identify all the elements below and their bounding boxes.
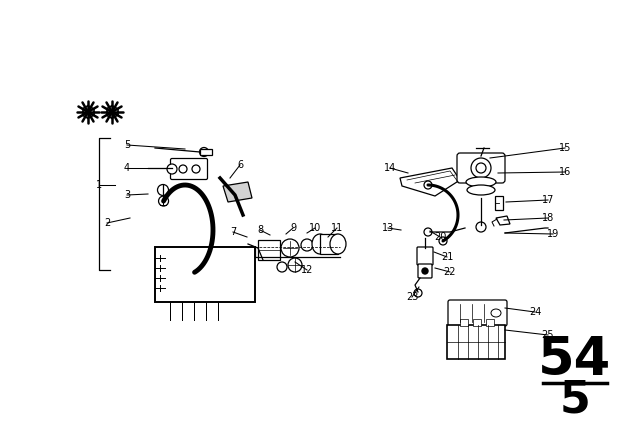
Circle shape bbox=[424, 181, 432, 189]
Text: 10: 10 bbox=[309, 223, 321, 233]
Text: 17: 17 bbox=[542, 195, 554, 205]
Circle shape bbox=[301, 239, 313, 251]
Text: 22: 22 bbox=[444, 267, 456, 277]
Text: 3: 3 bbox=[124, 190, 130, 200]
Circle shape bbox=[422, 268, 428, 274]
Circle shape bbox=[192, 165, 200, 173]
Text: 21: 21 bbox=[441, 252, 453, 262]
Circle shape bbox=[476, 222, 486, 232]
FancyBboxPatch shape bbox=[448, 300, 507, 326]
Ellipse shape bbox=[330, 234, 346, 254]
Text: 11: 11 bbox=[331, 223, 343, 233]
Bar bbox=[486, 319, 494, 326]
Text: 9: 9 bbox=[290, 223, 296, 233]
Bar bbox=[460, 319, 468, 326]
Text: 7: 7 bbox=[230, 227, 236, 237]
FancyBboxPatch shape bbox=[457, 153, 505, 183]
Bar bbox=[200, 149, 212, 155]
Polygon shape bbox=[223, 182, 252, 202]
Text: 25: 25 bbox=[541, 330, 554, 340]
Circle shape bbox=[200, 147, 209, 156]
Circle shape bbox=[281, 239, 299, 257]
Ellipse shape bbox=[491, 309, 501, 317]
Text: 13: 13 bbox=[382, 223, 394, 233]
Polygon shape bbox=[496, 216, 510, 225]
Bar bbox=[320, 234, 338, 254]
Circle shape bbox=[167, 164, 177, 174]
Circle shape bbox=[288, 258, 302, 272]
Bar bbox=[495, 196, 503, 210]
Text: 16: 16 bbox=[559, 167, 571, 177]
Circle shape bbox=[471, 158, 491, 178]
Text: 14: 14 bbox=[384, 163, 396, 173]
Circle shape bbox=[189, 267, 200, 277]
Circle shape bbox=[159, 196, 168, 206]
Text: 18: 18 bbox=[542, 213, 554, 223]
Polygon shape bbox=[400, 168, 460, 196]
FancyBboxPatch shape bbox=[417, 247, 433, 265]
FancyBboxPatch shape bbox=[155, 247, 255, 302]
Ellipse shape bbox=[467, 185, 495, 195]
Bar bbox=[258, 240, 280, 260]
Text: 15: 15 bbox=[559, 143, 571, 153]
Text: 20: 20 bbox=[434, 232, 446, 242]
FancyBboxPatch shape bbox=[170, 159, 207, 180]
Text: 8: 8 bbox=[257, 225, 263, 235]
Text: 5: 5 bbox=[124, 140, 130, 150]
FancyBboxPatch shape bbox=[447, 325, 505, 359]
Circle shape bbox=[277, 262, 287, 272]
Text: 19: 19 bbox=[547, 229, 559, 239]
Text: 2: 2 bbox=[104, 218, 110, 228]
Ellipse shape bbox=[312, 234, 328, 254]
Text: 1: 1 bbox=[96, 180, 102, 190]
Circle shape bbox=[476, 163, 486, 173]
Circle shape bbox=[439, 237, 447, 245]
Circle shape bbox=[157, 185, 168, 195]
Bar bbox=[473, 319, 481, 326]
Text: 12: 12 bbox=[301, 265, 313, 275]
Text: 23: 23 bbox=[406, 292, 418, 302]
Circle shape bbox=[414, 289, 422, 297]
Text: 5: 5 bbox=[559, 379, 591, 422]
Text: 4: 4 bbox=[124, 163, 130, 173]
Circle shape bbox=[179, 165, 187, 173]
Circle shape bbox=[424, 228, 432, 236]
Text: 6: 6 bbox=[237, 160, 243, 170]
Ellipse shape bbox=[466, 177, 496, 187]
Text: 54: 54 bbox=[538, 334, 612, 386]
FancyBboxPatch shape bbox=[418, 264, 432, 278]
Text: 24: 24 bbox=[529, 307, 541, 317]
